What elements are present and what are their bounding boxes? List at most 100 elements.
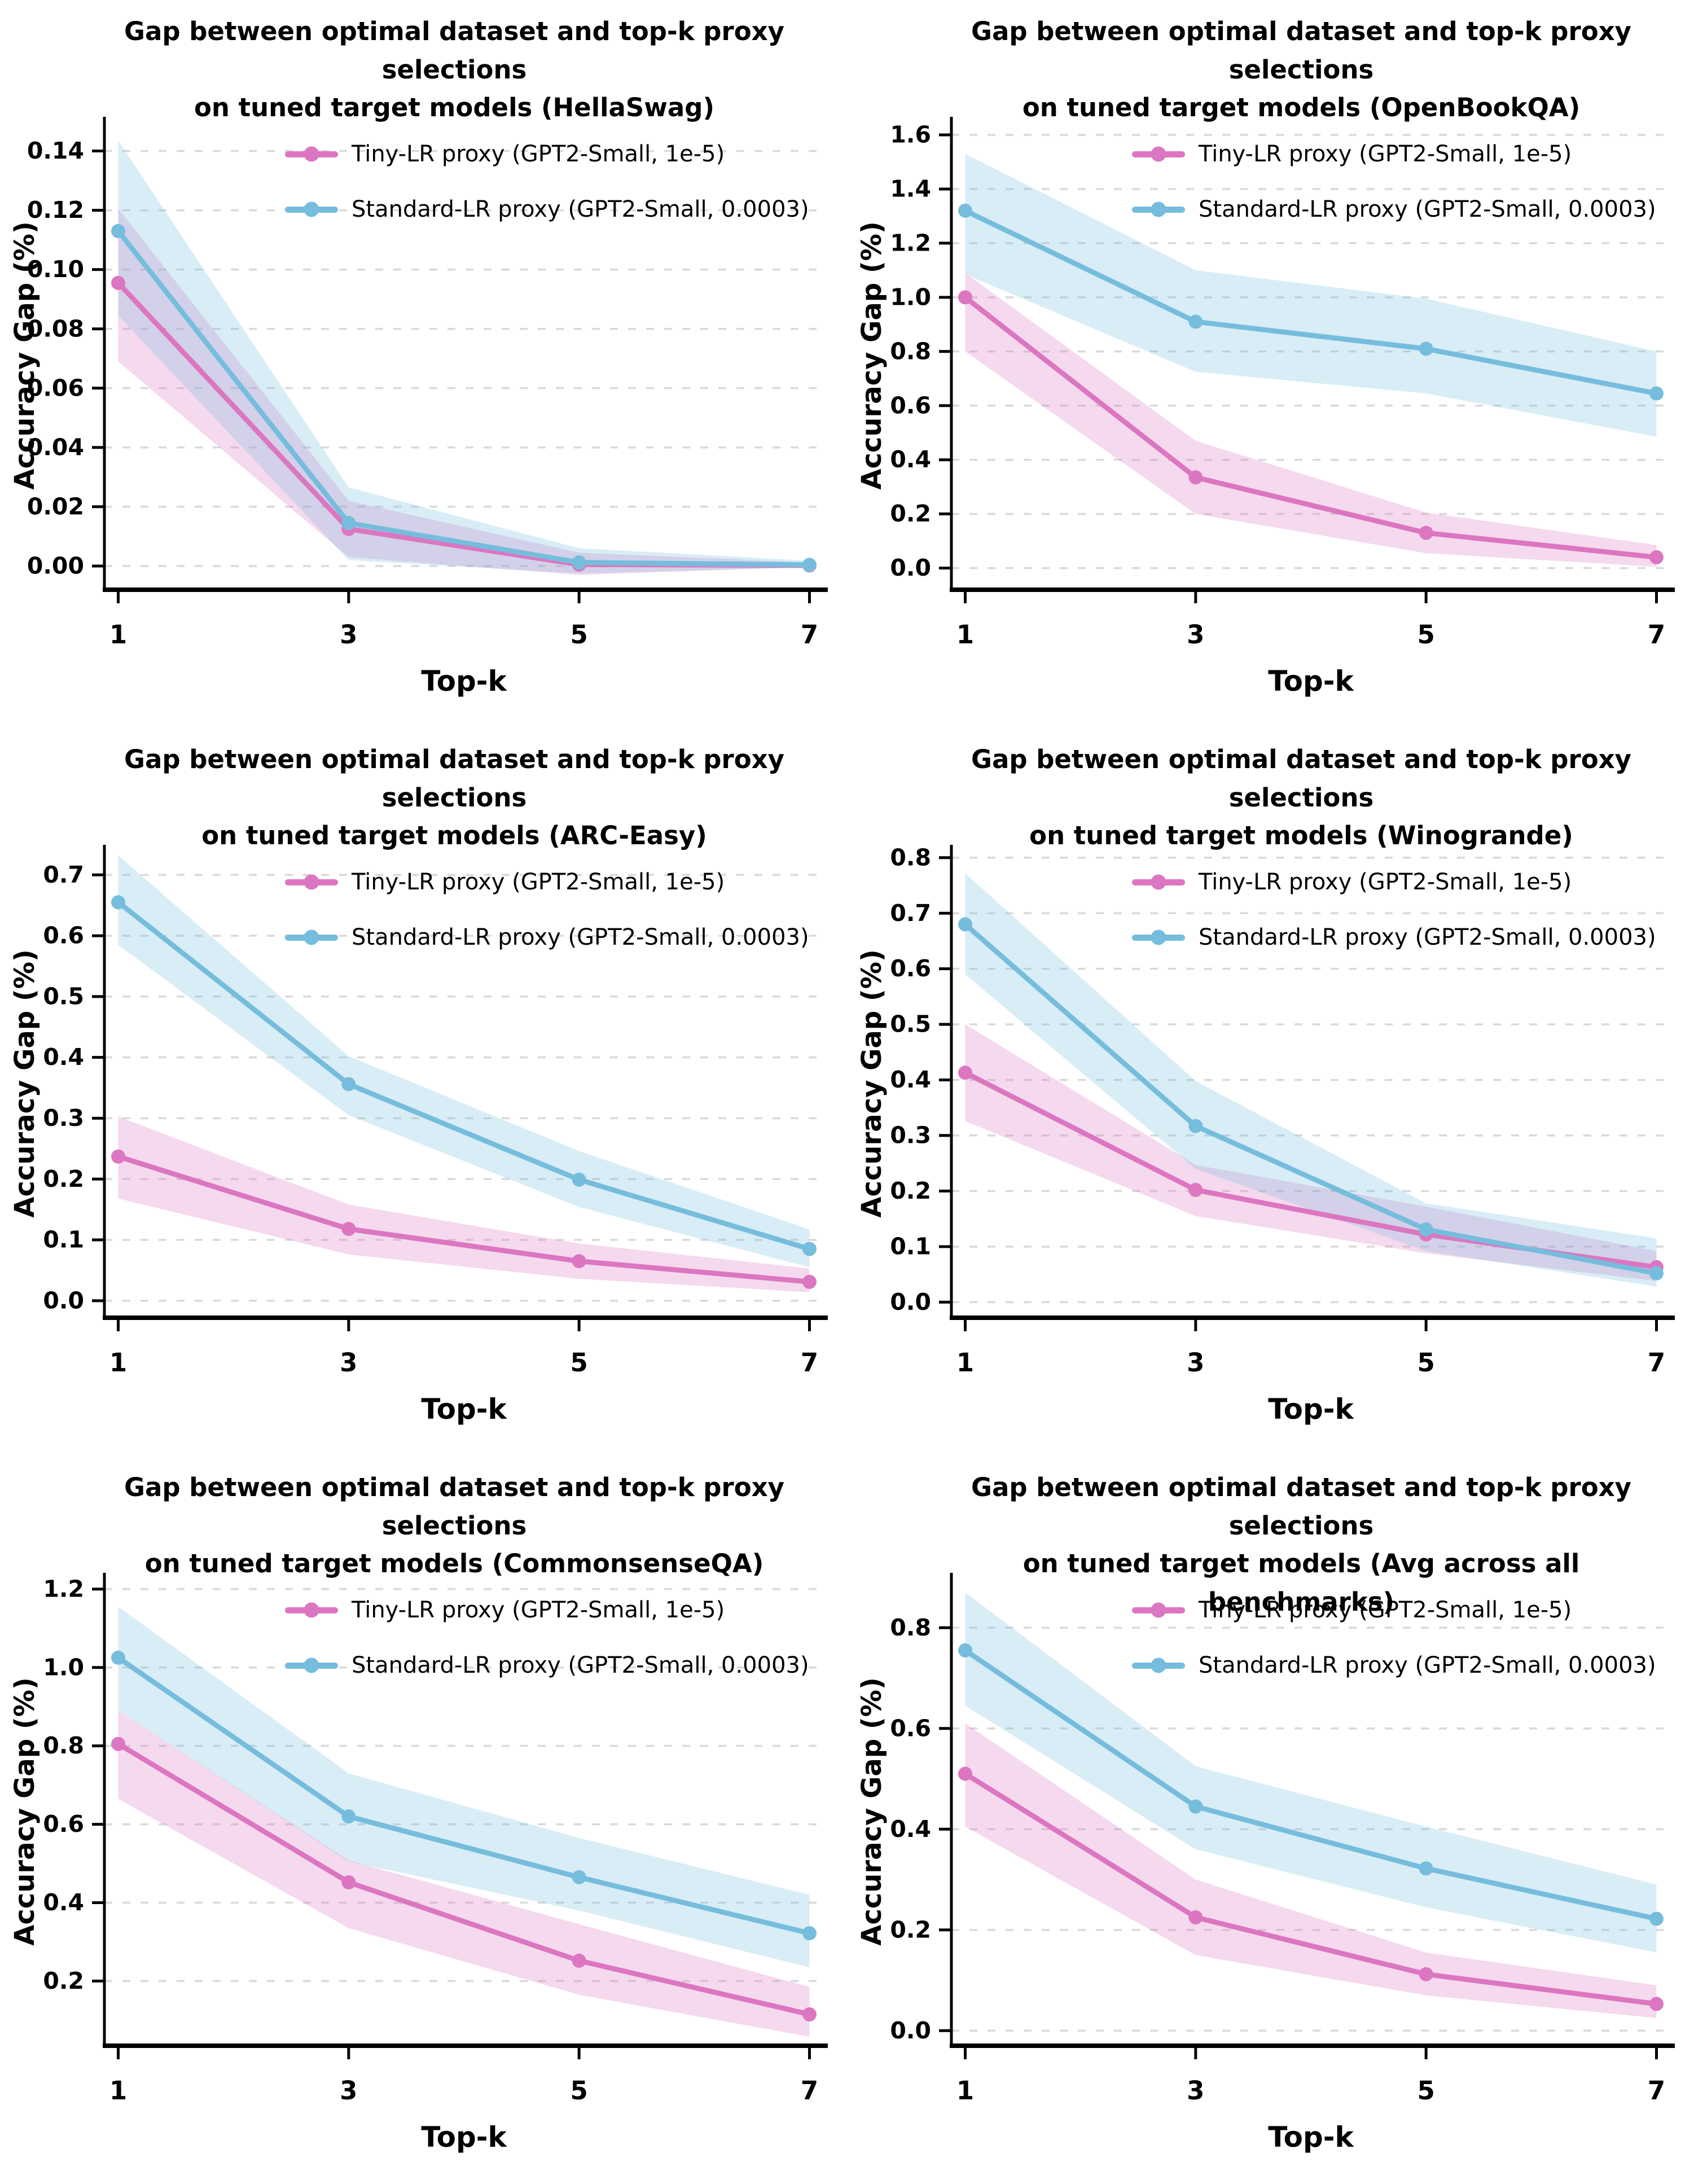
tiny-lr-line [963,295,1659,560]
standard-lr-marker [341,516,356,530]
chart-commonsenseqa: 0.2 0.4 0.6 0.8 1.0 1.2 1 3 5 7 Gap between optim… [0,1456,847,2184]
x-tick-label: 5 [1417,620,1435,650]
y-tick-label: 0.8 [890,337,931,365]
legend-item-tiny-lr: Tiny-LR proxy (GPT2-Small, 1e-5) [285,869,809,895]
tiny-lr-confidence-band [965,1723,1657,2018]
chart-arc-easy: 0.0 0.1 0.2 0.3 0.4 0.5 0.6 0.7 1 3 5 7 Gap between… [0,728,847,1456]
chart-hellaswag: 0.00 0.02 0.04 0.06 0.08 0.10 0.12 0.14 1 3 5 7 Gap… [0,0,847,728]
y-tick-label: 1.0 [890,283,931,310]
gridlines [951,134,1670,569]
x-axis-label: Top-k [1268,1393,1354,1426]
standard-lr-line [116,228,812,568]
legend-item-standard-lr: Standard-LR proxy (GPT2-Small, 0.0003) [1132,924,1656,950]
x-tick-label: 7 [801,1348,818,1378]
y-tick-label: 0.8 [43,1732,84,1759]
tiny-lr-marker [111,1736,125,1751]
chart-openbookqa: 0.0 0.2 0.4 0.6 0.8 1.0 1.2 1.4 1.6 1 3 5 7 Gap betw… [847,0,1694,728]
chart-title: Gap between optimal dataset and top-k pr… [932,12,1671,127]
y-axis-label: Accuracy Gap (%) [856,949,888,1218]
y-tick-label: 0.6 [43,922,84,949]
y-axis-label: Accuracy Gap (%) [9,1677,41,1946]
gridlines [104,1588,823,1983]
y-tick-label: 0.1 [890,1233,931,1260]
y-tick-label: 0.10 [27,256,84,283]
standard-lr-line-swatch [285,1657,338,1673]
x-tick-label: 3 [340,1348,357,1378]
tiny-lr-marker-dot [1151,146,1166,162]
standard-lr-line-swatch [1132,1657,1185,1673]
standard-lr-marker [111,895,125,910]
tiny-lr-confidence-band [965,273,1657,567]
chart-title-line2: on tuned target models (Avg across all b… [1022,1549,1580,1617]
x-tick-label: 1 [109,2076,127,2106]
tiny-lr-line [116,1741,812,2017]
y-tick-label: 0.6 [43,1810,84,1837]
tiny-lr-confidence-band [118,208,810,575]
standard-lr-marker [1649,1911,1664,1926]
standard-lr-marker [1188,314,1203,329]
standard-lr-marker [1419,1222,1433,1236]
tiny-lr-marker [572,1254,586,1269]
plot-canvas-openbookqa: 0.0 0.2 0.4 0.6 0.8 1.0 1.2 1.4 1.6 1 3 5 7 [890,117,1675,650]
y-axis-label: Accuracy Gap (%) [856,221,888,490]
y-tick-label: 0.8 [890,1614,931,1641]
y-tick-label: 0.02 [27,493,84,520]
legend-item-standard-lr: Standard-LR proxy (GPT2-Small, 0.0003) [1132,1652,1656,1678]
y-tick-label: 0.3 [43,1104,84,1132]
standard-lr-marker-dot [1151,201,1166,217]
standard-lr-confidence-band [965,154,1657,437]
y-tick-label: 0.6 [890,1714,931,1742]
tiny-lr-marker [1649,1997,1664,2011]
x-tick-label: 3 [1187,1348,1204,1378]
y-tick-label: 0.7 [890,900,931,927]
y-axis-label: Accuracy Gap (%) [9,949,41,1218]
y-tick-label: 0.0 [890,1288,931,1315]
chart-title-line2: on tuned target models (OpenBookQA) [1022,93,1581,122]
legend: Tiny-LR proxy (GPT2-Small, 1e-5) Standar… [1132,869,1656,950]
y-tick-label: 1.0 [43,1654,84,1681]
standard-lr-line [963,1647,1659,1922]
y-tick-label: 1.4 [890,175,931,202]
standard-lr-confidence-band [118,1607,810,1968]
chart-title-line1: Gap between optimal dataset and top-k pr… [971,1472,1631,1541]
legend: Tiny-LR proxy (GPT2-Small, 1e-5) Standar… [285,141,809,222]
tiny-lr-marker-dot [1151,1602,1166,1618]
standard-lr-marker-dot [1151,1657,1166,1673]
tiny-lr-line-swatch [285,146,338,162]
y-tick-label: 1.2 [890,229,931,256]
x-tick-label: 1 [956,1348,974,1378]
y-tick-label: 0.5 [890,1011,931,1038]
standard-lr-marker [341,1809,356,1824]
y-tick-label: 0.5 [43,983,84,1010]
tiny-lr-marker [958,290,972,305]
legend-label-standard-lr: Standard-LR proxy (GPT2-Small, 0.0003) [1199,196,1656,222]
tiny-lr-marker [802,2007,817,2021]
tiny-lr-marker [1188,470,1203,485]
chart-title: Gap between optimal dataset and top-k pr… [932,740,1671,855]
legend-label-tiny-lr: Tiny-LR proxy (GPT2-Small, 1e-5) [352,1597,725,1623]
standard-lr-line-swatch [1132,201,1185,217]
standard-lr-marker [958,1643,972,1657]
plot-canvas-hellaswag: 0.00 0.02 0.04 0.06 0.08 0.10 0.12 0.14 1 3 5 7 [27,117,828,650]
x-tick-label: 5 [1417,1348,1435,1378]
standard-lr-marker [1188,1799,1203,1814]
x-tick-label: 7 [1648,1348,1665,1378]
standard-lr-line-swatch [285,929,338,945]
legend-label-standard-lr: Standard-LR proxy (GPT2-Small, 0.0003) [352,1652,809,1678]
y-tick-label: 0.2 [43,1165,84,1192]
standard-lr-marker [1419,1861,1433,1876]
standard-lr-marker [341,1077,356,1091]
y-tick-label: 0.1 [43,1226,84,1253]
standard-lr-marker [958,917,972,932]
legend-label-standard-lr: Standard-LR proxy (GPT2-Small, 0.0003) [1199,924,1656,950]
standard-lr-marker [572,555,586,570]
gridlines [951,857,1670,1304]
standard-lr-confidence-band [965,1592,1657,1953]
x-tick-label: 3 [340,620,357,650]
chart-title-line1: Gap between optimal dataset and top-k pr… [971,16,1631,85]
x-tick-label: 1 [956,2076,974,2106]
y-tick-label: 0.2 [890,1177,931,1204]
tiny-lr-marker [1649,550,1664,564]
standard-lr-marker [958,203,972,218]
standard-lr-line-swatch [285,201,338,217]
